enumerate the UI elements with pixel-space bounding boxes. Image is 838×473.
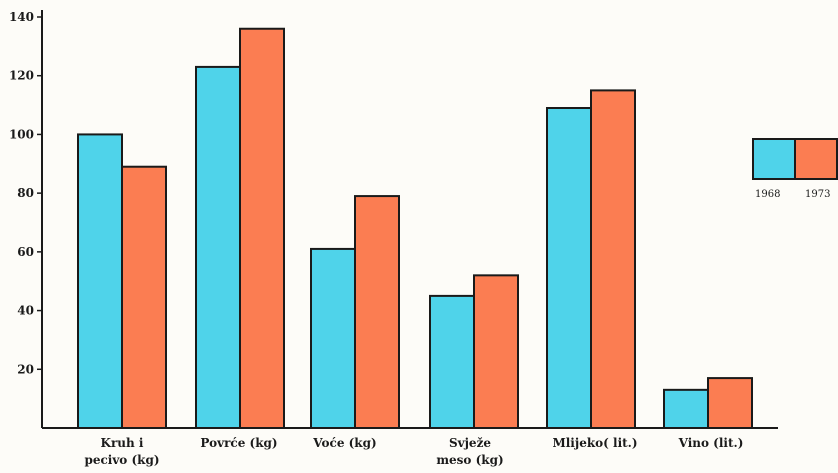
bar-1968-1	[77, 133, 123, 430]
legend: 1968 1973	[752, 138, 838, 200]
y-tick-label: 20	[17, 362, 34, 376]
bar-1968-2	[195, 65, 241, 430]
y-tick-labels: 20 40 60 80 100 120 140	[9, 10, 42, 376]
legend-label-1973: 1973	[805, 189, 830, 200]
bar-1973-5	[590, 89, 636, 430]
category-labels: Kruh i pecivo (kg) Povrće (kg) Voće (kg) Svj…	[84, 436, 743, 467]
category-label: Svježe	[449, 436, 491, 450]
y-tick-label: 120	[9, 69, 34, 83]
legend-swatch-1968	[752, 138, 796, 180]
bar-1968-5	[546, 107, 592, 429]
category-label: pecivo (kg)	[84, 453, 159, 467]
bar-1973-3	[354, 195, 400, 429]
category-label: Vino (lit.)	[678, 436, 744, 450]
bar-1973-6	[707, 377, 753, 430]
bars	[77, 27, 753, 430]
y-tick-label: 80	[17, 186, 34, 200]
y-tick-label: 40	[17, 304, 34, 318]
category-label: Mlijeko( lit.)	[552, 436, 637, 450]
bar-1973-1	[121, 165, 167, 429]
bar-1973-4	[473, 274, 519, 430]
y-tick-label: 60	[17, 245, 34, 259]
category-label: meso (kg)	[436, 453, 503, 467]
y-tick-label: 100	[9, 127, 34, 141]
bar-1968-6	[663, 388, 709, 430]
legend-label-1968: 1968	[755, 189, 780, 200]
category-label: Voće (kg)	[312, 436, 376, 450]
y-tick-label: 140	[9, 10, 34, 24]
bar-1968-3	[310, 247, 356, 429]
bar-1968-4	[429, 294, 475, 429]
category-label: Povrće (kg)	[200, 436, 277, 450]
legend-swatch-1973	[794, 138, 838, 180]
category-label: Kruh i	[101, 436, 144, 450]
bar-1973-2	[239, 27, 285, 429]
